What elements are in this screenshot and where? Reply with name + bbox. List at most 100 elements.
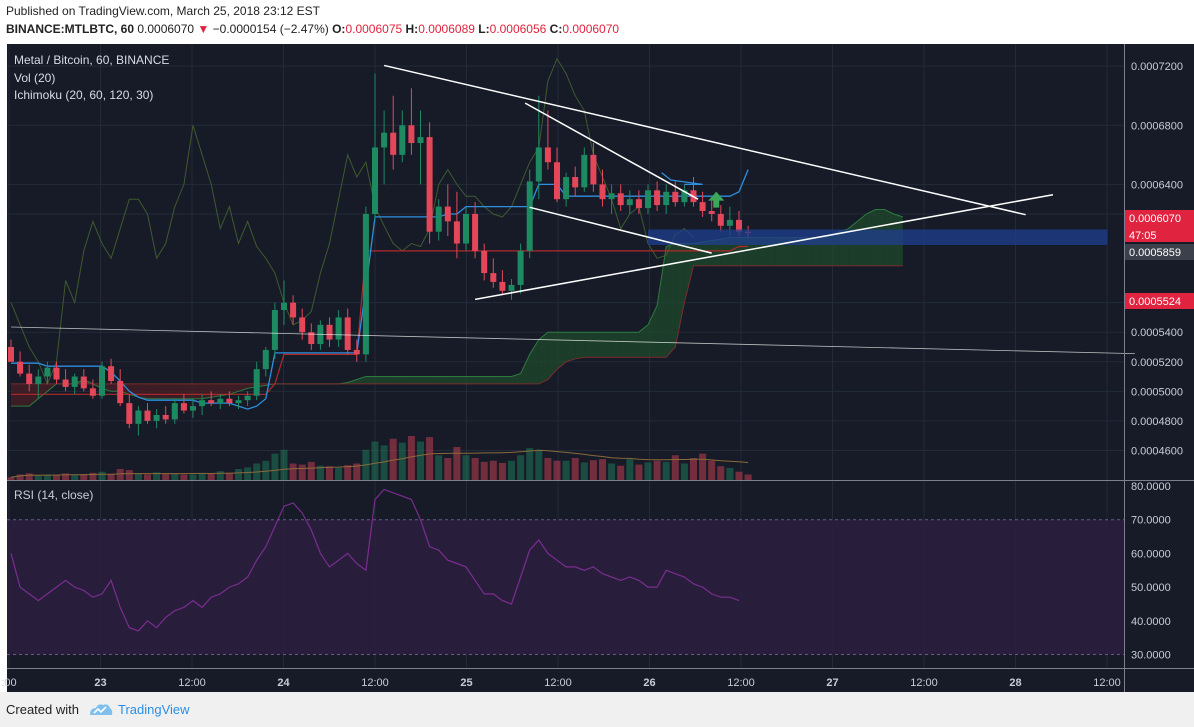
volume-bar bbox=[16, 474, 24, 480]
open-label: O: bbox=[332, 22, 346, 36]
candle-body bbox=[199, 400, 206, 407]
volume-bar bbox=[544, 458, 552, 480]
candle-body bbox=[490, 273, 497, 282]
ichimoku-cloud bbox=[593, 332, 603, 358]
volume-bar bbox=[699, 453, 707, 480]
ichimoku-cloud bbox=[193, 383, 203, 399]
ichimoku-cloud bbox=[502, 376, 512, 384]
last-price-box bbox=[1125, 210, 1194, 242]
chikou-span bbox=[10, 57, 694, 386]
ichimoku-cloud bbox=[156, 383, 166, 399]
price-tick-label: 0.0005000 bbox=[1131, 386, 1183, 398]
candle-body bbox=[608, 193, 615, 200]
volume-ma bbox=[10, 449, 749, 478]
symbol-label: BINANCE:MTLBTC, 60 bbox=[6, 22, 134, 36]
trendline bbox=[383, 64, 1026, 216]
volume-bar bbox=[171, 473, 179, 480]
ichimoku-cloud bbox=[20, 383, 30, 407]
candle-body bbox=[362, 213, 369, 355]
price-tick-label: 0.0005200 bbox=[1131, 357, 1183, 369]
candle-body bbox=[117, 380, 124, 404]
close-value: 0.0006070 bbox=[562, 22, 620, 36]
candle-body bbox=[617, 193, 624, 206]
volume-bar bbox=[680, 463, 688, 480]
open-value: 0.0006075 bbox=[345, 22, 403, 36]
volume-bar bbox=[7, 477, 15, 480]
volume-bar bbox=[298, 464, 306, 480]
volume-bar bbox=[662, 461, 670, 480]
volume-bar bbox=[617, 465, 625, 480]
candle-body bbox=[208, 400, 215, 404]
candle-body bbox=[253, 369, 260, 396]
candle-body bbox=[499, 281, 506, 291]
low-price-label: 0.0005524 bbox=[1129, 296, 1181, 308]
ichimoku-cloud bbox=[356, 376, 366, 384]
ichimoku-cloud bbox=[447, 376, 457, 384]
candle-body bbox=[217, 398, 224, 404]
volume-bar bbox=[207, 473, 215, 480]
time-tick-label: :00 bbox=[1, 677, 16, 689]
volume-bar bbox=[34, 475, 42, 480]
volume-bar bbox=[653, 460, 661, 480]
candle-body bbox=[89, 388, 96, 396]
volume-bar bbox=[626, 459, 634, 480]
ichimoku-cloud bbox=[202, 383, 212, 399]
tradingview-link[interactable]: TradingView bbox=[118, 702, 190, 717]
candle-body bbox=[344, 317, 351, 350]
candle-body bbox=[35, 376, 42, 384]
ichimoku-cloud bbox=[183, 383, 193, 399]
trendline bbox=[529, 206, 712, 254]
candle-body bbox=[663, 191, 670, 206]
volume-bar bbox=[462, 455, 470, 480]
candle-body bbox=[681, 190, 688, 203]
volume-bar bbox=[71, 474, 79, 480]
ichimoku-cloud bbox=[529, 339, 539, 384]
volume-bar bbox=[553, 460, 561, 480]
volume-bar bbox=[326, 466, 333, 480]
volume-bar bbox=[316, 465, 324, 480]
chart-area[interactable]: 80.0000 70.0000 60.0000 50.0000 40.0000 30.00… bbox=[0, 44, 1194, 692]
volume-bar bbox=[444, 458, 452, 480]
ichimoku-cloud bbox=[611, 332, 621, 358]
candle-body bbox=[353, 349, 360, 355]
volume-bar bbox=[671, 455, 679, 480]
volume-bar bbox=[571, 458, 579, 480]
volume-bar bbox=[162, 473, 170, 480]
ichimoku-cloud bbox=[384, 376, 394, 384]
volume-bar bbox=[125, 470, 133, 480]
ichimoku-cloud bbox=[402, 376, 412, 384]
candle-body bbox=[626, 199, 633, 206]
ichimoku-cloud bbox=[547, 332, 557, 380]
rsi-tick-label: 80.0000 bbox=[1131, 481, 1171, 493]
volume-bar bbox=[717, 466, 725, 480]
volume-bar bbox=[335, 467, 343, 480]
ichimoku-cloud bbox=[520, 354, 530, 384]
ichimoku-cloud bbox=[693, 242, 703, 266]
ichimoku-cloud bbox=[211, 383, 221, 398]
volume-bar bbox=[708, 460, 716, 480]
time-axis bbox=[7, 668, 1124, 692]
ichimoku-cloud bbox=[11, 383, 21, 407]
volume-bar bbox=[198, 473, 206, 480]
volume-bar bbox=[25, 473, 33, 480]
price-tick-label: 0.0004800 bbox=[1131, 416, 1183, 428]
volume-bar bbox=[153, 472, 161, 480]
candle-body bbox=[635, 199, 642, 209]
support-zone bbox=[648, 229, 1108, 246]
ichimoku-cloud bbox=[420, 376, 430, 384]
tenkan-line bbox=[11, 169, 749, 410]
tradingview-logo-icon bbox=[90, 704, 113, 715]
candle-body bbox=[153, 414, 160, 421]
created-with-label: Created with bbox=[6, 702, 79, 717]
rsi-line bbox=[10, 488, 740, 632]
volume-bar bbox=[43, 474, 51, 480]
volume-bar bbox=[726, 467, 734, 480]
ohlc-line: BINANCE:MTLBTC, 60 0.0006070 ▼ −0.000015… bbox=[6, 22, 619, 36]
candle-body bbox=[71, 376, 78, 387]
volume-bar bbox=[562, 460, 570, 480]
volume-bar bbox=[134, 473, 142, 480]
candle-body bbox=[736, 219, 742, 232]
trendline bbox=[10, 326, 1135, 355]
candle-body bbox=[281, 302, 287, 311]
candle-body bbox=[372, 147, 378, 214]
